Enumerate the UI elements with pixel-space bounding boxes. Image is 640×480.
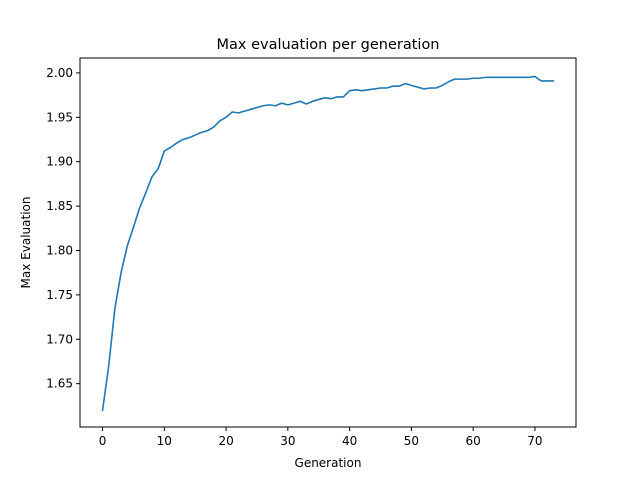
y-tick-label: 1.90 (46, 155, 73, 169)
series-layer (101, 75, 555, 412)
y-tick-label: 1.95 (46, 110, 73, 124)
x-tick-label: 60 (466, 434, 481, 448)
x-tick-label: 30 (280, 434, 295, 448)
series-line (101, 75, 555, 412)
x-tick-label: 20 (218, 434, 233, 448)
x-tick-label: 0 (99, 434, 107, 448)
x-tick-label: 70 (527, 434, 542, 448)
y-tick-label: 1.85 (46, 199, 73, 213)
y-tick-label: 1.80 (46, 243, 73, 257)
x-axis-label: Generation (295, 456, 362, 470)
chart-title: Max evaluation per generation (216, 37, 439, 53)
x-tick-label: 10 (157, 434, 172, 448)
plot-area (79, 57, 577, 428)
y-axis-label: Max Evaluation (19, 197, 33, 289)
x-tick-label: 40 (342, 434, 357, 448)
x-tick-label: 50 (404, 434, 419, 448)
y-axis: 1.65 1.70 1.75 1.80 1.85 1.90 1.95 2.00 (46, 66, 80, 391)
y-tick-label: 2.00 (46, 66, 73, 80)
y-tick-label: 1.65 (46, 377, 73, 391)
x-axis: 0 10 20 30 40 50 60 70 (99, 427, 543, 448)
y-tick-label: 1.70 (46, 332, 73, 346)
y-tick-label: 1.75 (46, 288, 73, 302)
